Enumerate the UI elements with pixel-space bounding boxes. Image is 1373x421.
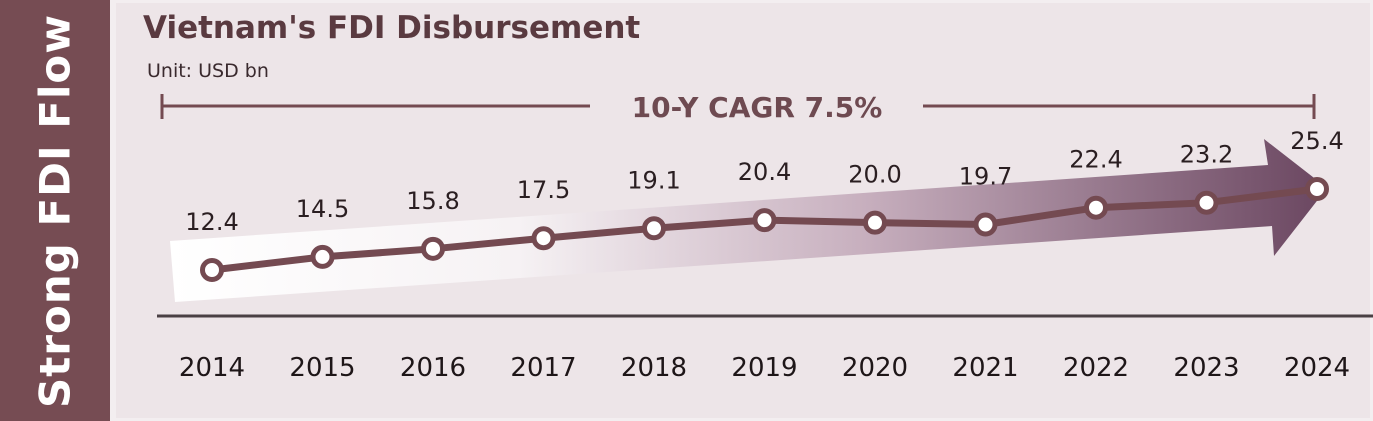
x-tick-label-2021: 2021	[952, 353, 1018, 383]
data-label-2017: 17.5	[517, 176, 570, 204]
data-label-2021: 19.7	[959, 163, 1012, 191]
data-point-2021	[973, 212, 998, 237]
x-tick-label-2022: 2022	[1063, 353, 1129, 383]
cagr-bracket: 10-Y CAGR 7.5%	[160, 91, 1316, 124]
data-label-2015: 14.5	[296, 195, 349, 223]
data-point-2018	[642, 216, 666, 241]
x-tick-label-2020: 2020	[842, 353, 908, 383]
data-point-2022	[1084, 195, 1108, 220]
data-label-2016: 15.8	[406, 187, 459, 215]
x-tick-label-2014: 2014	[179, 353, 245, 383]
series-layer: 12.4 2014 14.5 2015 15.8 2016 17.5 2017 19.1 2018…	[179, 127, 1350, 383]
x-tick-label-2017: 2017	[510, 353, 576, 383]
data-point-2019	[752, 208, 777, 233]
chart-subtitle: Unit: USD bn	[147, 60, 269, 82]
x-tick-label-2019: 2019	[731, 353, 797, 383]
data-label-2019: 20.4	[738, 158, 791, 186]
data-point-2014	[200, 258, 224, 282]
data-point-2015	[310, 244, 335, 269]
data-label-2014: 12.4	[185, 208, 238, 236]
data-label-2024: 25.4	[1290, 127, 1343, 155]
data-label-2018: 19.1	[627, 166, 680, 194]
data-label-2023: 23.2	[1180, 141, 1233, 169]
x-tick-label-2015: 2015	[289, 353, 355, 383]
data-label-2022: 22.4	[1069, 146, 1122, 174]
data-point-2024	[1305, 177, 1329, 201]
sidebar: Strong FDI Flow	[0, 0, 110, 421]
x-tick-label-2016: 2016	[400, 353, 466, 383]
x-tick-label-2024: 2024	[1284, 353, 1350, 383]
data-point-2023	[1194, 190, 1219, 215]
data-point-2020	[863, 210, 887, 235]
chart-title: Vietnam's FDI Disbursement	[143, 10, 641, 46]
cagr-annotation: 10-Y CAGR 7.5%	[632, 91, 883, 124]
data-label-2020: 20.0	[848, 161, 901, 189]
x-tick-label-2018: 2018	[621, 353, 687, 383]
data-point-2016	[421, 236, 445, 261]
x-tick-label-2023: 2023	[1173, 353, 1239, 383]
data-point-2017	[531, 226, 556, 251]
